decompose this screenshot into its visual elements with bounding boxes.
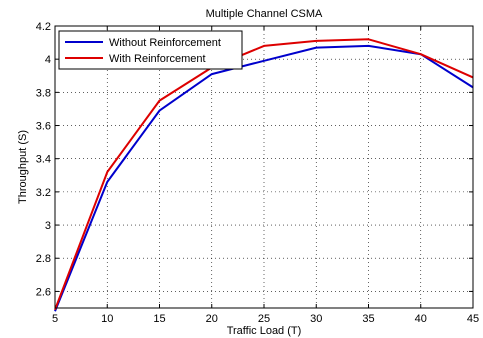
y-tick-label: 3.2 (36, 187, 51, 199)
series-layer (54, 38, 474, 312)
legend-label: Without Reinforcement (109, 37, 221, 49)
chart-title: Multiple Channel CSMA (206, 8, 323, 20)
x-tick-labels: 5 10 15 20 25 30 35 40 45 (52, 313, 479, 325)
axis-ticks (54, 25, 474, 308)
y-tick-label: 2.6 (36, 286, 51, 298)
y-tick-label: 3.4 (36, 154, 51, 166)
x-tick-label: 35 (362, 313, 374, 325)
legend-box (58, 30, 243, 70)
x-tick-label: 20 (206, 313, 218, 325)
y-tick-label: 3.6 (36, 121, 51, 133)
y-tick-label: 4 (45, 54, 51, 66)
y-tick-label: 3 (45, 220, 51, 232)
legend: Without Reinforcement With Reinforcement (58, 30, 243, 70)
series-line (54, 38, 474, 311)
x-tick-label: 45 (467, 313, 479, 325)
plot-area (55, 26, 473, 308)
grid-lines (55, 26, 473, 308)
series-line (54, 44, 474, 312)
x-tick-label: 15 (153, 313, 165, 325)
x-tick-label: 25 (258, 313, 270, 325)
x-tick-label: 5 (52, 313, 58, 325)
x-axis-label: Traffic Load (T) (227, 325, 302, 337)
y-tick-label: 4.2 (36, 21, 51, 33)
y-tick-labels: 2.6 2.8 3 3.2 3.4 3.6 3.8 4 4.2 (36, 21, 51, 298)
x-tick-label: 40 (415, 313, 427, 325)
x-tick-label: 30 (310, 313, 322, 325)
legend-label: With Reinforcement (109, 53, 206, 65)
y-tick-label: 3.8 (36, 87, 51, 99)
y-tick-label: 2.8 (36, 253, 51, 265)
x-tick-label: 10 (101, 313, 113, 325)
y-axis-label: Throughput (S) (17, 130, 29, 204)
